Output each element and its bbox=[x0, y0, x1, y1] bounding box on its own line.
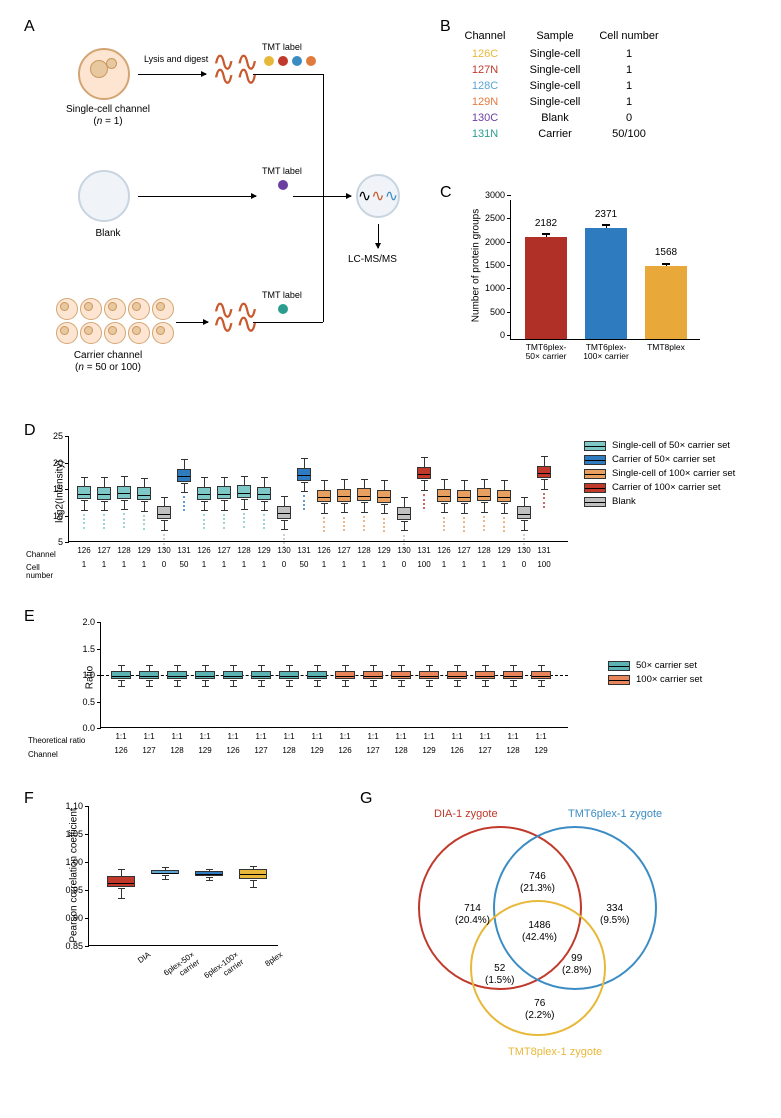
figure-root: A Single-cell channel (n = 1) Lysis and … bbox=[0, 0, 781, 1118]
table-row: 128CSingle-cell1 bbox=[454, 80, 664, 92]
single-cell-icon bbox=[78, 48, 130, 100]
table-row: 126CSingle-cell1 bbox=[454, 48, 664, 60]
legend-item: Carrier of 50× carrier set bbox=[584, 454, 735, 465]
panel-e-chart: Ratio 0.00.51.01.52.0 1:1126 1:1127 1:11… bbox=[100, 622, 568, 728]
y-axis-title: Number of protein groups bbox=[471, 206, 482, 326]
venn-region-label: 334 (9.5%) bbox=[600, 903, 629, 927]
row-label: Channel bbox=[26, 550, 56, 559]
legend-item: Single-cell of 50× carrier set bbox=[584, 440, 735, 451]
panel-c-label: C bbox=[440, 184, 452, 202]
panel-d-legend: Single-cell of 50× carrier set Carrier of… bbox=[584, 440, 735, 510]
venn-set-title: DIA-1 zygote bbox=[434, 808, 498, 820]
bar bbox=[585, 228, 627, 339]
table-row: 127NSingle-cell1 bbox=[454, 64, 664, 76]
panel-g-label: G bbox=[360, 790, 372, 808]
blank-name: Blank bbox=[60, 228, 156, 239]
table-row: 130CBlank0 bbox=[454, 112, 664, 124]
arrow-icon bbox=[323, 196, 351, 197]
panel-e-legend: 50× carrier set 100× carrier set bbox=[608, 660, 702, 688]
tmt-text-2: TMT label bbox=[262, 166, 302, 176]
panel-f-label: F bbox=[24, 790, 34, 808]
carrier-cells-icon bbox=[56, 298, 174, 344]
panel-c-chart: Number of protein groups 050010001500200… bbox=[480, 200, 700, 340]
panel-b-label: B bbox=[440, 18, 451, 36]
table-row: 129NSingle-cell1 bbox=[454, 96, 664, 108]
tmt-text-1: TMT label bbox=[262, 42, 302, 52]
venn-region-label: 746 (21.3%) bbox=[520, 871, 555, 895]
arrow-icon bbox=[138, 74, 206, 75]
row-label: Theoretical ratio bbox=[28, 736, 85, 745]
y-axis-title: Pearson correlation coefficient bbox=[69, 796, 80, 956]
bar bbox=[525, 237, 567, 339]
tmt-text-3: TMT label bbox=[262, 290, 302, 300]
arrow-icon bbox=[138, 196, 256, 197]
mix-icon: ∿∿∿ bbox=[356, 174, 400, 218]
lcms-text: LC-MS/MS bbox=[348, 254, 397, 265]
venn-set-title: TMT6plex-1 zygote bbox=[568, 808, 662, 820]
panel-e-label: E bbox=[24, 608, 35, 626]
panel-g-venn: DIA-1 zygote TMT6plex-1 zygote TMT8plex-1 … bbox=[400, 808, 700, 1068]
bar bbox=[645, 266, 687, 339]
tmt-dots bbox=[262, 56, 318, 69]
panel-b-table: Channel Sample Cell number 126CSingle-ce… bbox=[454, 30, 664, 144]
venn-region-label: 76 (2.2%) bbox=[525, 998, 554, 1022]
legend-item: 50× carrier set bbox=[608, 660, 702, 671]
peptide-icon: ∿∿∿∿ bbox=[212, 56, 259, 84]
panel-a-label: A bbox=[24, 18, 35, 36]
venn-region-label: 714 (20.4%) bbox=[455, 903, 490, 927]
legend-item: Single-cell of 100× carrier set bbox=[584, 468, 735, 479]
table-row: 131NCarrier50/100 bbox=[454, 128, 664, 140]
legend-item: Blank bbox=[584, 496, 735, 507]
single-cell-name: Single-cell channel bbox=[60, 104, 156, 115]
legend-item: 100× carrier set bbox=[608, 674, 702, 685]
panel-d-label: D bbox=[24, 422, 36, 440]
venn-region-label: 52 (1.5%) bbox=[485, 963, 514, 987]
row-label: Channel bbox=[28, 750, 58, 759]
panel-d-chart: log2(Intensity) 510152025 1261 1271 1281… bbox=[68, 436, 568, 542]
single-cell-n: (n = 1) bbox=[60, 116, 156, 127]
panel-f-chart: Pearson correlation coefficient 0.850.90… bbox=[88, 806, 278, 946]
venn-set-title: TMT8plex-1 zygote bbox=[508, 1046, 602, 1058]
carrier-name: Carrier channel bbox=[48, 350, 168, 361]
row-label: Cell number bbox=[26, 564, 53, 580]
tmt-dot-blank bbox=[278, 180, 288, 190]
arrow-icon bbox=[176, 322, 208, 323]
blank-icon bbox=[78, 170, 130, 222]
arrow-down-icon bbox=[378, 224, 379, 248]
tmt-dot-carrier bbox=[278, 304, 288, 314]
peptide-icon: ∿∿∿∿ bbox=[212, 304, 259, 332]
venn-region-label: 99 (2.8%) bbox=[562, 953, 591, 977]
legend-item: Carrier of 100× carrier set bbox=[584, 482, 735, 493]
carrier-n: (n = 50 or 100) bbox=[48, 362, 168, 373]
venn-region-label: 1486 (42.4%) bbox=[522, 920, 557, 944]
lysis-text: Lysis and digest bbox=[144, 54, 208, 64]
table-header: Channel Sample Cell number bbox=[454, 30, 664, 42]
